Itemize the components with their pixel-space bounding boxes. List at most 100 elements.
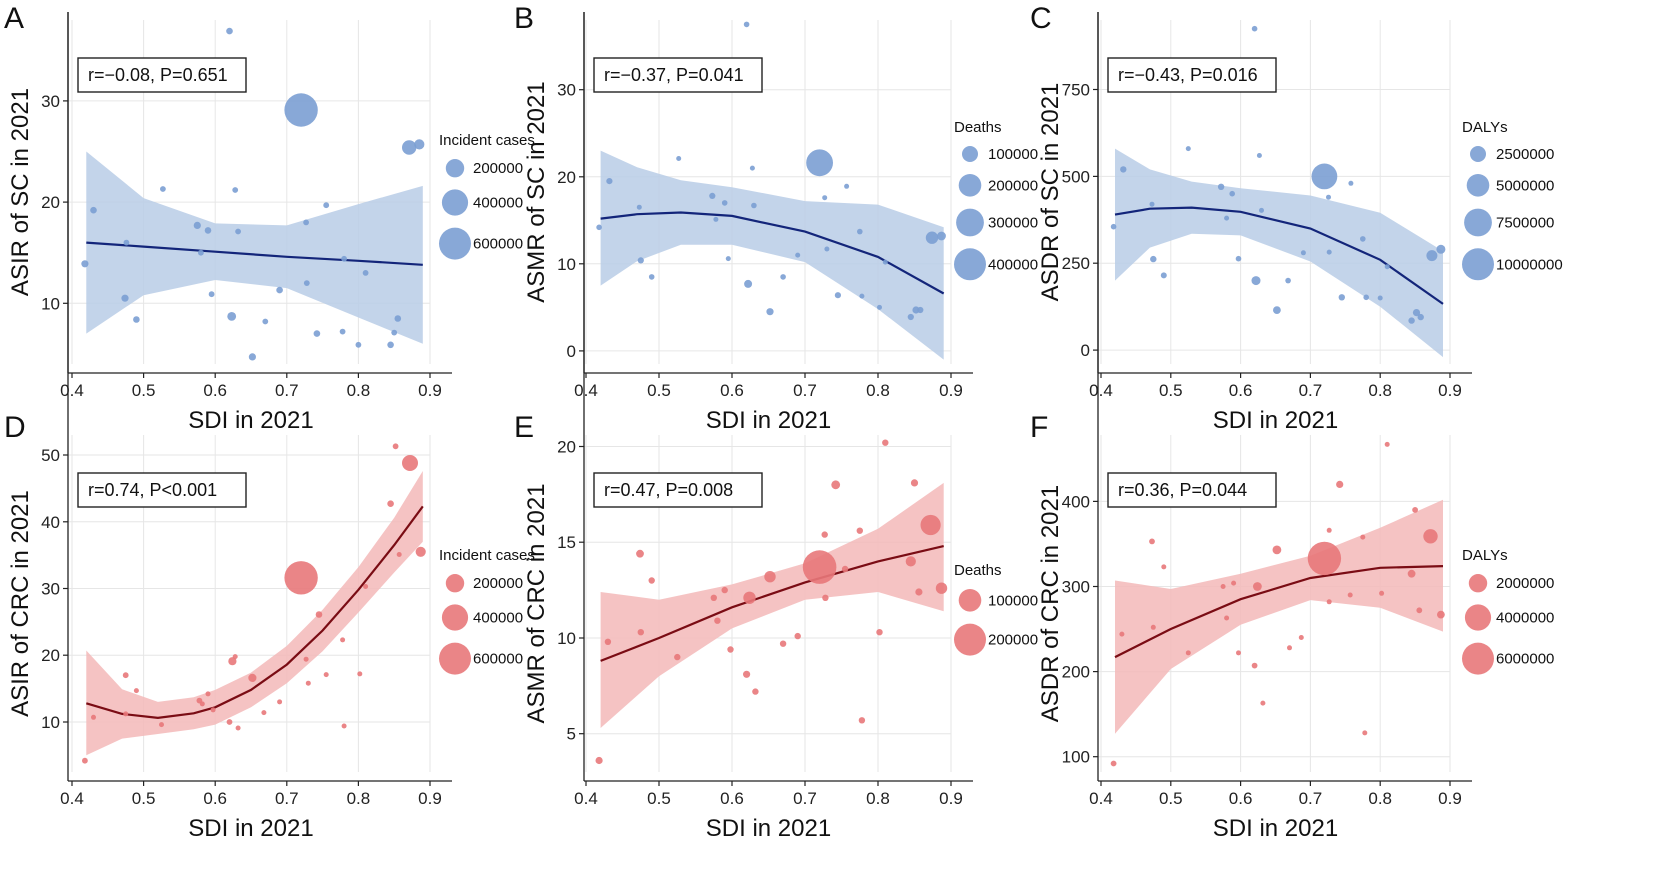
data-point bbox=[648, 577, 655, 584]
x-tick-label: 0.6 bbox=[1229, 789, 1253, 808]
data-point bbox=[1362, 730, 1368, 736]
data-point bbox=[284, 561, 318, 595]
legend-title: Incident cases bbox=[439, 547, 535, 564]
data-point bbox=[721, 586, 728, 594]
data-point bbox=[402, 140, 417, 155]
data-point bbox=[248, 673, 257, 683]
data-point bbox=[780, 274, 786, 280]
legend-bubble bbox=[1468, 574, 1488, 593]
data-point bbox=[1251, 662, 1258, 669]
data-point bbox=[123, 711, 129, 717]
size-legend: DALYs 2500000 5000000 7500000 10000000 bbox=[1462, 119, 1563, 281]
data-point bbox=[121, 294, 129, 302]
data-point bbox=[1363, 294, 1369, 301]
data-point bbox=[1253, 582, 1262, 591]
annotation-box bbox=[77, 472, 247, 508]
data-point bbox=[387, 500, 394, 508]
y-tick-label: 10 bbox=[41, 713, 60, 732]
confidence-band bbox=[1115, 499, 1443, 734]
data-point bbox=[208, 291, 215, 298]
data-point bbox=[133, 316, 140, 323]
data-point bbox=[277, 699, 283, 705]
data-point bbox=[387, 341, 394, 349]
data-point bbox=[882, 439, 889, 446]
correlation-annotation: r=0.74, P<0.001 bbox=[88, 480, 217, 500]
x-tick-label: 0.7 bbox=[1299, 381, 1323, 400]
data-point bbox=[917, 306, 924, 314]
data-point bbox=[1338, 294, 1346, 301]
data-point bbox=[91, 714, 96, 720]
data-point bbox=[315, 611, 323, 618]
y-tick-label: 10 bbox=[41, 294, 60, 313]
y-tick-label: 500 bbox=[1062, 167, 1090, 186]
y-axis-title: ASMR of SC in 2021 bbox=[523, 81, 550, 302]
x-tick-label: 0.4 bbox=[1089, 381, 1113, 400]
data-point bbox=[721, 200, 728, 206]
panel-letter: B bbox=[514, 2, 534, 35]
legend-bubble bbox=[958, 589, 982, 612]
legend-bubble bbox=[954, 623, 986, 656]
y-tick-label: 200 bbox=[1062, 663, 1090, 682]
data-point bbox=[1326, 249, 1332, 255]
data-point bbox=[205, 691, 211, 697]
x-tick-label: 0.6 bbox=[203, 381, 227, 400]
x-tick-label: 0.6 bbox=[720, 789, 744, 808]
fit-line bbox=[600, 211, 945, 295]
annotation-box bbox=[593, 472, 763, 508]
data-point bbox=[1120, 166, 1127, 173]
x-tick-label: 0.9 bbox=[418, 789, 442, 808]
legend-bubble bbox=[954, 248, 986, 281]
data-point bbox=[1256, 153, 1262, 158]
confidence-band bbox=[600, 482, 944, 728]
x-axis-title: SDI in 2021 bbox=[1213, 815, 1338, 842]
data-point bbox=[1285, 277, 1291, 284]
legend-label: 7500000 bbox=[1496, 215, 1554, 232]
x-tick-label: 0.6 bbox=[203, 789, 227, 808]
data-point bbox=[305, 680, 311, 686]
data-point bbox=[822, 594, 829, 601]
legend-title: Deaths bbox=[954, 119, 1002, 136]
data-point bbox=[1426, 250, 1438, 262]
data-point bbox=[1347, 592, 1353, 598]
data-point bbox=[794, 632, 801, 640]
data-point bbox=[1251, 25, 1258, 32]
legend-bubble bbox=[445, 574, 465, 593]
x-tick-label: 0.8 bbox=[866, 381, 890, 400]
y-tick-label: 750 bbox=[1062, 81, 1090, 100]
x-tick-label: 0.8 bbox=[347, 381, 371, 400]
data-point bbox=[90, 206, 97, 214]
data-point bbox=[744, 279, 753, 288]
data-point bbox=[937, 231, 946, 241]
data-point bbox=[604, 638, 612, 645]
fit-line bbox=[600, 545, 944, 662]
y-tick-label: 40 bbox=[41, 513, 60, 532]
data-point bbox=[1416, 607, 1423, 614]
y-tick-label: 20 bbox=[557, 168, 576, 187]
legend-bubble bbox=[958, 174, 982, 197]
legend-label: 200000 bbox=[988, 632, 1038, 649]
data-point bbox=[856, 527, 863, 534]
data-point bbox=[595, 756, 603, 765]
data-point bbox=[1185, 650, 1191, 656]
data-point bbox=[341, 255, 347, 262]
data-point bbox=[357, 671, 363, 677]
data-point bbox=[159, 722, 164, 728]
y-tick-label: 400 bbox=[1062, 492, 1090, 511]
data-point bbox=[1408, 317, 1415, 324]
y-tick-label: 50 bbox=[41, 446, 60, 465]
correlation-annotation: r=−0.08, P=0.651 bbox=[88, 65, 228, 85]
legend-label: 400000 bbox=[988, 256, 1038, 273]
x-tick-label: 0.4 bbox=[60, 789, 84, 808]
fit-line bbox=[1114, 206, 1444, 305]
data-point bbox=[1160, 272, 1167, 279]
data-point bbox=[339, 328, 346, 335]
data-point bbox=[1224, 615, 1230, 621]
data-point bbox=[227, 312, 237, 321]
data-point bbox=[596, 224, 602, 231]
data-point bbox=[235, 228, 242, 235]
data-point bbox=[303, 219, 309, 226]
data-point bbox=[882, 259, 888, 265]
data-point bbox=[925, 231, 939, 244]
data-point bbox=[396, 552, 402, 557]
data-point bbox=[1300, 250, 1306, 256]
